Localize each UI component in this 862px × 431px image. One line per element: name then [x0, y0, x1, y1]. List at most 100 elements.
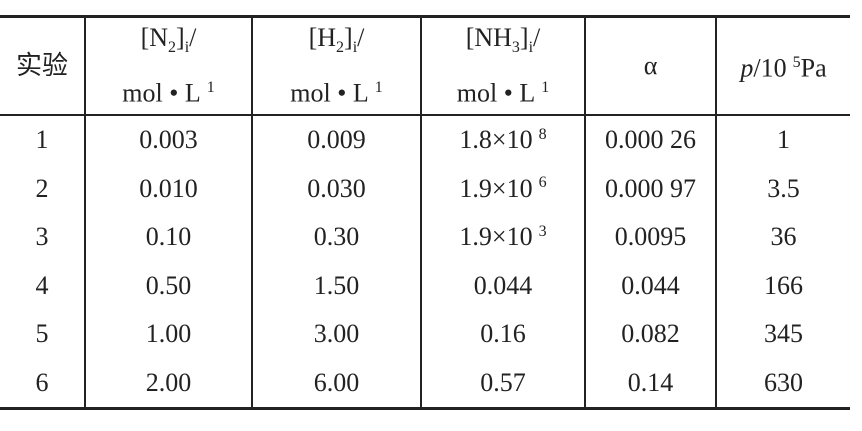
header-cell: [NH3]i/ mol • L 1: [420, 16, 585, 116]
cell-text: 0.57: [480, 367, 526, 397]
cell-text: 3.00: [313, 319, 360, 349]
header-cell: [N2]i/ mol • L 1: [84, 16, 252, 116]
header-text: ]: [176, 23, 185, 53]
cell-text: 3: [35, 222, 49, 252]
header-text: 1: [541, 79, 550, 97]
cell-text: 1.00: [145, 319, 192, 349]
table-cell: 36: [715, 213, 850, 262]
table-cell: 3.00: [251, 310, 421, 359]
table-cell: 0.14: [584, 358, 716, 409]
cell-text: 166: [764, 270, 803, 300]
table-row: 4 0.50 1.50 0.044 0.044 166: [0, 261, 850, 311]
cell-text: 2.00: [145, 367, 192, 397]
cell-exponent: 8: [538, 125, 547, 143]
header-text: ]: [344, 23, 353, 53]
table-cell: 6: [0, 359, 85, 409]
table-cell: 0.044: [420, 261, 585, 310]
header-text: i: [528, 39, 534, 57]
table-row: 6 2.00 6.00 0.57 0.14 630: [0, 358, 850, 409]
cell-text: 0.000 26: [605, 125, 696, 155]
cell-text: 1.9×10: [459, 222, 533, 252]
cell-text: 5: [35, 319, 49, 349]
table-cell: 6.00: [251, 358, 421, 409]
cell-text: 0.030: [307, 173, 366, 203]
cell-text: 0.50: [145, 270, 192, 300]
cell-text: 345: [764, 319, 803, 349]
table-cell: 1.9×10 6: [420, 164, 585, 213]
table-cell: 345: [715, 310, 850, 359]
header-cell: [H2]i/ mol • L 1: [251, 16, 421, 116]
cell-text: 6: [35, 367, 49, 397]
cell-text: 2: [35, 173, 49, 203]
cell-text: 1.9×10: [459, 173, 533, 203]
table-cell: 2: [0, 165, 85, 214]
cell-text: 0.14: [627, 367, 674, 397]
header-text: Pa: [800, 53, 827, 83]
header-text: p: [740, 53, 754, 83]
header-text: α: [643, 51, 658, 80]
cell-text: 1: [35, 125, 49, 155]
table-row: 5 1.00 3.00 0.16 0.082 345: [0, 310, 850, 359]
table-cell: 0.30: [251, 213, 421, 262]
table-cell: 0.082: [584, 310, 716, 359]
header-text: 1: [206, 79, 215, 97]
header-text: 5: [792, 54, 801, 72]
table-row: 1 0.003 0.009 1.8×10 8 0.000 26 1: [0, 115, 850, 165]
header-text: [NH: [465, 23, 512, 53]
table-cell: 0.0095: [584, 213, 716, 262]
table-cell: 0.000 97: [584, 164, 716, 213]
table-cell: 0.044: [584, 261, 716, 310]
table-cell: 0.030: [251, 164, 421, 213]
header-text: /: [189, 23, 197, 53]
header-text: mol • L: [456, 78, 536, 108]
cell-text: 0.16: [480, 319, 526, 349]
table-body: 1 0.003 0.009 1.8×10 8 0.000 26 1 2 0.010 0.030 1.…: [0, 115, 850, 409]
table-row: 3 0.10 0.30 1.9×10 3 0.0095 36: [0, 213, 850, 262]
table-row: 2 0.010 0.030 1.9×10 6 0.000 97 3.5: [0, 164, 850, 214]
header-text: i: [352, 39, 358, 57]
table-cell: 2.00: [84, 358, 252, 409]
cell-text: 0.0095: [614, 222, 687, 252]
cell-text: 0.30: [313, 222, 360, 252]
table-cell: 1.8×10 8: [420, 115, 585, 165]
table-cell: 0.10: [84, 213, 252, 262]
table-cell: 0.000 26: [584, 115, 716, 165]
header-text: 实验: [15, 51, 68, 80]
table-cell: 0.57: [420, 358, 585, 409]
cell-text: 0.003: [139, 125, 198, 155]
cell-text: 0.10: [145, 222, 192, 252]
cell-text: 0.082: [621, 319, 680, 349]
table-header: 实验 [N2]i/mol • L 1 [H2]i/mol • L 1 [NH3]i/mol…: [0, 16, 850, 116]
cell-exponent: 3: [538, 222, 547, 240]
table-cell: 3: [0, 213, 85, 262]
cell-text: 0.010: [139, 173, 198, 203]
table-cell: 1.00: [84, 310, 252, 359]
cell-exponent: 6: [538, 174, 547, 192]
header-text: 2: [336, 39, 345, 57]
header-cell: p/10 5Pa: [715, 16, 850, 116]
cell-text: 1: [777, 125, 790, 155]
table-cell: 1.50: [251, 261, 421, 310]
table-cell: 1.9×10 3: [420, 213, 585, 262]
table-cell: 1: [0, 115, 85, 165]
header-cell: 实验: [0, 16, 85, 116]
header-text: /: [533, 23, 541, 53]
header-text: [N: [140, 23, 169, 53]
table-cell: 0.50: [84, 261, 252, 310]
cell-text: 3.5: [767, 173, 800, 203]
table-cell: 0.003: [84, 115, 252, 165]
table-cell: 0.009: [251, 115, 421, 165]
table-cell: 4: [0, 262, 85, 311]
header-text: 3: [511, 39, 520, 57]
cell-text: 36: [770, 222, 797, 252]
table-cell: 166: [715, 261, 850, 310]
cell-text: 0.009: [307, 125, 366, 155]
cell-text: 630: [764, 367, 803, 397]
cell-text: 1.50: [313, 270, 360, 300]
table-cell: 5: [0, 310, 85, 359]
header-text: 2: [168, 39, 177, 57]
header-row: 实验 [N2]i/mol • L 1 [H2]i/mol • L 1 [NH3]i/mol…: [0, 16, 850, 116]
header-text: ]: [519, 23, 529, 53]
header-text: [H: [308, 23, 337, 53]
